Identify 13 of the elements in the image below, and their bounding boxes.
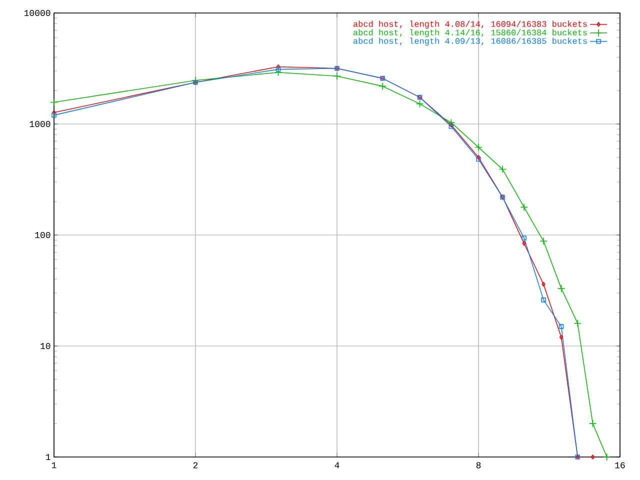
y-tick-label: 1000 [30,120,50,128]
y-tick-label: 100 [35,232,50,238]
legend-label: abcd host, length 4.09/13, 16086/16385 buckets [354,38,587,46]
x-tick-label: 8 [476,462,481,468]
x-tick-label: 2 [193,462,198,468]
y-tick-label: 10 [40,342,50,350]
legend-label: abcd host, length 4.14/16, 15860/16384 buckets [354,29,587,38]
x-tick-label: 16 [615,462,625,468]
legend-label: abcd host, length 4.08/14, 16094/16383 buckets [354,20,587,29]
x-tick-label: 4 [334,462,340,468]
y-tick-label: 1 [46,454,50,460]
y-tick-label: 10000 [24,10,50,16]
x-tick-label: 1 [52,462,56,468]
